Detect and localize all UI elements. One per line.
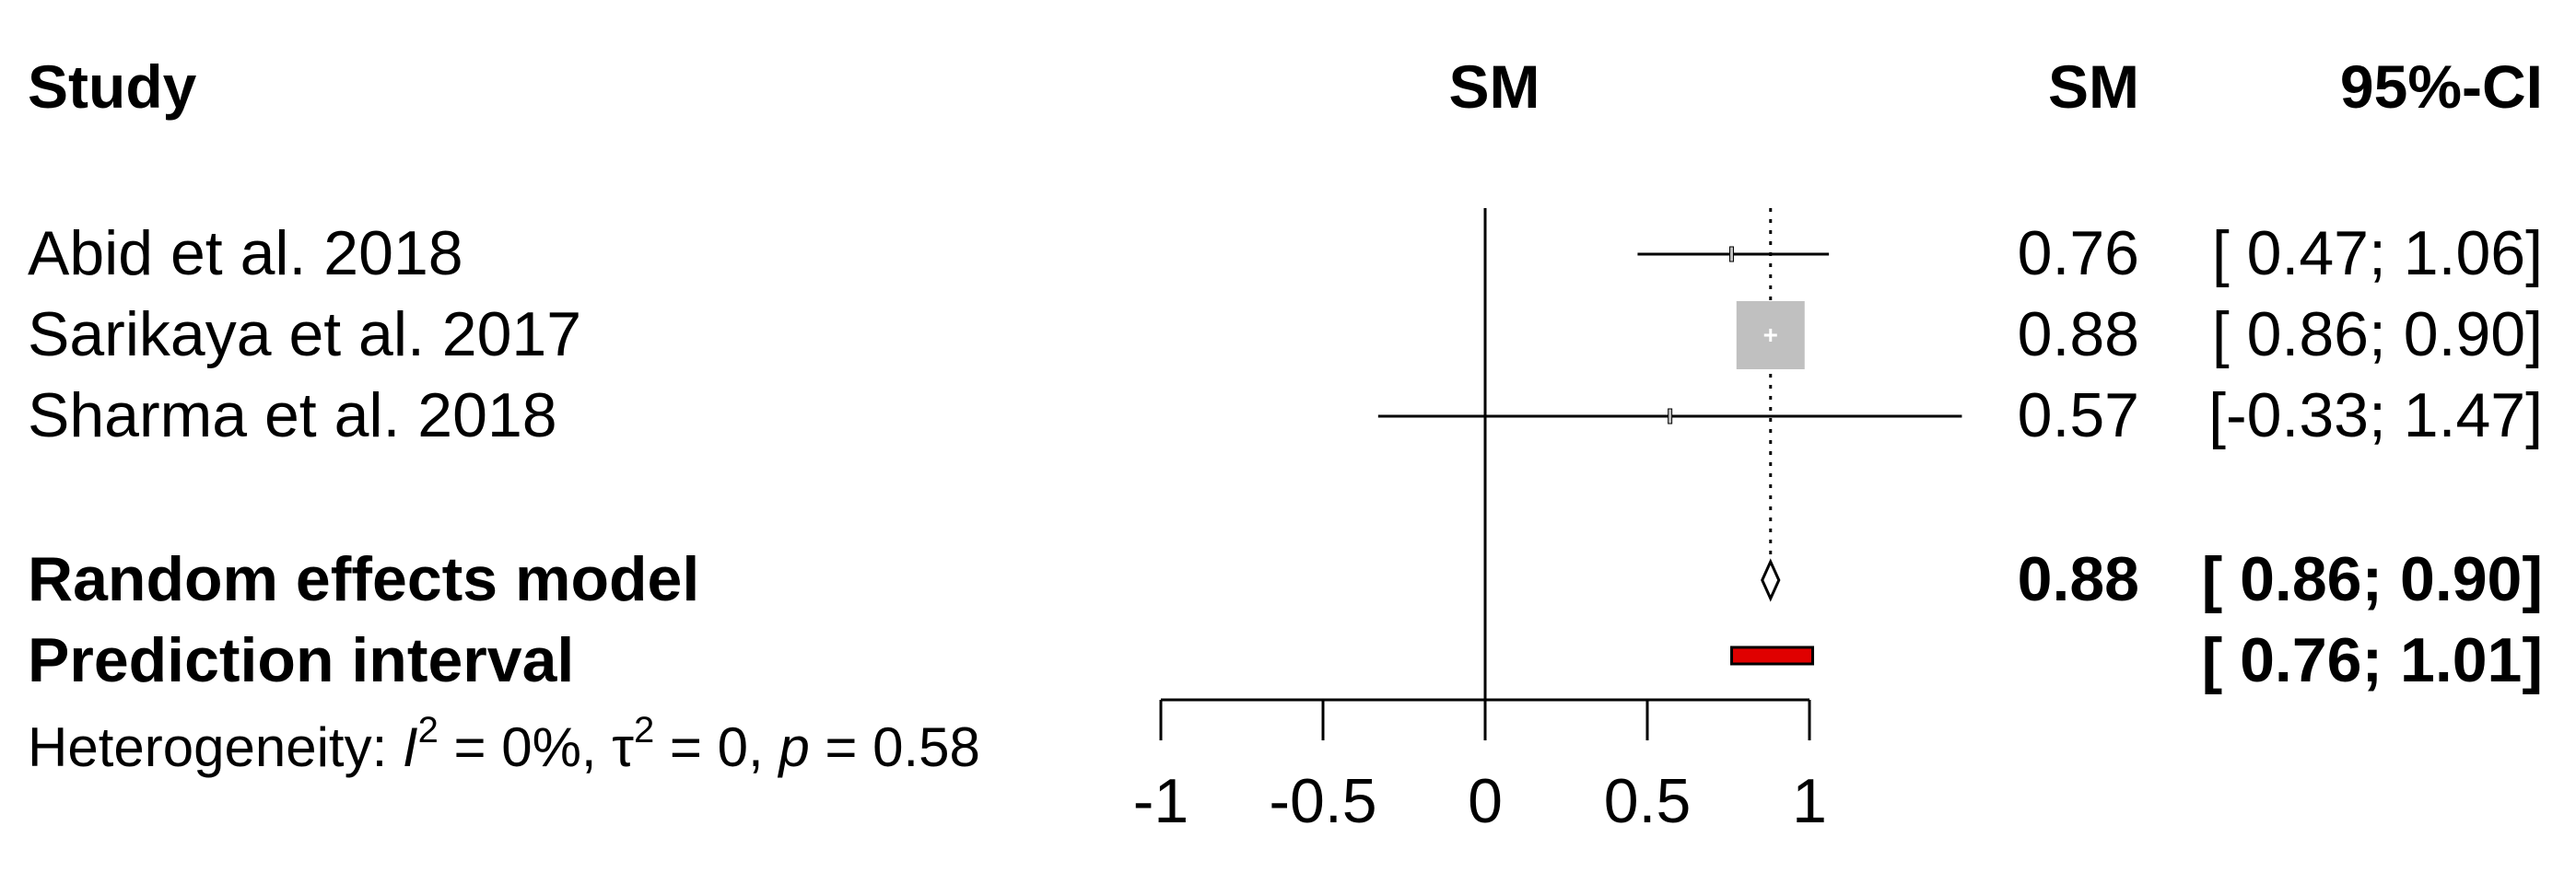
plot-area: -1 -0.5 0 0.5 1 [1133,208,1962,836]
study-ci-3: [-0.33; 1.47] [2208,380,2543,450]
x-tick-label-4: 0.5 [1604,766,1692,836]
random-effects-ci: [ 0.86; 0.90] [2202,544,2543,614]
x-tick-label-2: -0.5 [1269,766,1376,836]
prediction-interval-ci: [ 0.76; 1.01] [2202,625,2543,695]
header-ci: 95%-CI [2340,52,2543,121]
prediction-interval-bar [1730,646,1815,666]
study-sm-3: 0.57 [2018,380,2139,450]
random-effects-sm: 0.88 [2018,544,2139,614]
study-sm-2: 0.88 [2018,299,2139,369]
x-tick-label-1: -1 [1133,766,1188,836]
study-square-3 [1668,408,1673,425]
random-effects-diamond [1761,558,1781,602]
heterogeneity-text: Heterogeneity: I2 = 0%, τ2 = 0, p = 0.58 [28,710,980,778]
prediction-interval-label: Prediction interval [28,625,574,695]
study-label-1: Abid et al. 2018 [28,218,463,288]
study-label-2: Sarikaya et al. 2017 [28,299,581,369]
study-square-1 [1729,246,1735,262]
header-plot-label: SM [1449,52,1540,121]
x-tick-label-3: 0 [1468,766,1503,836]
study-ci-1: [ 0.47; 1.06] [2212,218,2543,288]
header-study: Study [28,52,197,121]
x-tick-label-5: 1 [1792,766,1827,836]
study-label-3: Sharma et al. 2018 [28,380,557,450]
header-sm: SM [2048,52,2139,121]
study-ci-2: [ 0.86; 0.90] [2212,299,2543,369]
study-sm-1: 0.76 [2018,218,2139,288]
random-effects-label: Random effects model [28,544,699,614]
